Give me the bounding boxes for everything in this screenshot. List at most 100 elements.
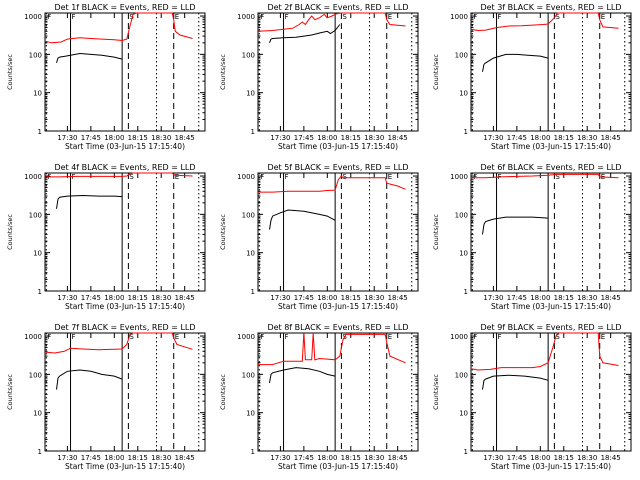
panel-title: Det 7f BLACK = Events, RED = LLD — [54, 323, 195, 332]
x-tick-label: 18:15 — [554, 134, 574, 142]
y-tick-label: 100 — [242, 51, 255, 59]
x-tick-label: 18:15 — [128, 134, 148, 142]
x-tick-label: 18:30 — [364, 454, 384, 462]
y-tick-label: 100 — [242, 211, 255, 219]
x-tick-label: 18:30 — [577, 454, 597, 462]
y-tick-label: 100 — [29, 371, 42, 379]
x-tick-label: 18:30 — [151, 294, 171, 302]
plot-frame — [257, 332, 419, 452]
x-tick-label: 18:00 — [104, 454, 124, 462]
panel-title: Det 9f BLACK = Events, RED = LLD — [480, 323, 621, 332]
x-axis-label: Start Time (03-Jun-15 17:15:40) — [65, 462, 185, 471]
y-axis-label: Counts/sec — [432, 214, 440, 250]
x-tick-label: 18:45 — [175, 294, 195, 302]
y-tick-label: 100 — [29, 211, 42, 219]
marker-label: F — [72, 333, 76, 341]
y-tick-label: 1000 — [237, 173, 255, 181]
marker-label: F — [498, 333, 502, 341]
detector-panel: Det 3f BLACK = Events, RED = LLD 1 10 100 10… — [432, 3, 632, 151]
plot-frame — [470, 12, 632, 132]
x-tick-label: 17:30 — [57, 134, 77, 142]
events-series-line — [482, 53, 549, 72]
detector-panel: Det 4f BLACK = Events, RED = LLD 1 10 100 10… — [6, 163, 206, 311]
y-tick-label: 1 — [251, 128, 255, 136]
x-tick-label: 17:30 — [483, 454, 503, 462]
x-tick-label: 18:30 — [364, 134, 384, 142]
events-series-line — [482, 216, 549, 235]
y-tick-label: 1 — [464, 288, 468, 296]
x-axis-label: Start Time (03-Jun-15 17:15:40) — [278, 302, 398, 311]
x-tick-label: 17:45 — [507, 294, 527, 302]
y-tick-label: 10 — [33, 410, 42, 418]
marker-label: F — [285, 13, 289, 21]
x-tick-label: 17:30 — [270, 454, 290, 462]
panel-title: Det 1f BLACK = Events, RED = LLD — [54, 3, 195, 12]
x-tick-label: 17:45 — [81, 454, 101, 462]
plot-frame — [257, 12, 419, 132]
marker-label: S — [555, 13, 560, 21]
x-axis-label: Start Time (03-Jun-15 17:15:40) — [491, 462, 611, 471]
x-tick-label: 18:00 — [530, 134, 550, 142]
marker-label: S — [129, 173, 134, 181]
x-tick-label: 18:45 — [388, 134, 408, 142]
lld-series-line — [471, 173, 619, 179]
marker-label: S — [129, 333, 134, 341]
x-tick-label: 18:45 — [601, 454, 621, 462]
plot-frame — [470, 332, 632, 452]
y-tick-label: 1000 — [450, 13, 468, 21]
marker-label: E — [601, 13, 605, 21]
marker-label: E — [601, 333, 605, 341]
y-tick-label: 1 — [464, 448, 468, 456]
lld-series-line — [44, 332, 193, 354]
detector-panel: Det 1f BLACK = Events, RED = LLD 1 10 100 10… — [6, 3, 206, 151]
y-tick-label: 100 — [455, 51, 468, 59]
y-tick-label: 100 — [29, 51, 42, 59]
x-axis-label: Start Time (03-Jun-15 17:15:40) — [491, 302, 611, 311]
x-tick-label: 17:45 — [294, 294, 314, 302]
y-axis-label: Counts/sec — [6, 214, 14, 250]
panel-title: Det 5f BLACK = Events, RED = LLD — [267, 163, 408, 172]
panel-title: Det 8f BLACK = Events, RED = LLD — [267, 323, 408, 332]
detector-panel: Det 6f BLACK = Events, RED = LLD 1 10 100 10… — [432, 163, 632, 311]
detector-panel: Det 7f BLACK = Events, RED = LLD 1 10 100 10… — [6, 323, 206, 471]
marker-label: F — [260, 333, 264, 341]
y-tick-label: 1 — [38, 288, 42, 296]
events-series-line — [56, 52, 123, 64]
y-tick-label: 10 — [459, 250, 468, 258]
marker-label: S — [555, 173, 560, 181]
marker-label: F — [285, 333, 289, 341]
y-tick-label: 100 — [455, 211, 468, 219]
y-tick-label: 1 — [38, 448, 42, 456]
x-tick-label: 17:30 — [57, 454, 77, 462]
marker-label: E — [175, 173, 179, 181]
marker-label: F — [72, 173, 76, 181]
marker-label: E — [175, 13, 179, 21]
x-tick-label: 18:45 — [388, 454, 408, 462]
lld-series-line — [470, 12, 619, 32]
y-tick-label: 10 — [246, 410, 255, 418]
x-tick-label: 17:30 — [483, 294, 503, 302]
x-tick-label: 18:00 — [317, 134, 337, 142]
y-axis-label: Counts/sec — [6, 374, 14, 410]
events-series-line — [269, 367, 336, 383]
marker-label: S — [555, 333, 560, 341]
x-tick-label: 18:45 — [175, 134, 195, 142]
x-tick-label: 18:15 — [554, 294, 574, 302]
x-tick-label: 18:15 — [128, 294, 148, 302]
events-series-line — [482, 374, 549, 390]
events-series-line — [269, 24, 341, 43]
marker-label: E — [388, 333, 392, 341]
x-tick-label: 18:45 — [601, 134, 621, 142]
x-tick-label: 17:45 — [294, 454, 314, 462]
marker-label: F — [260, 13, 264, 21]
y-tick-label: 100 — [455, 371, 468, 379]
plot-frame — [257, 172, 419, 292]
marker-label: F — [72, 13, 76, 21]
y-tick-label: 1 — [251, 448, 255, 456]
plot-frame — [470, 172, 632, 292]
y-tick-label: 1000 — [24, 333, 42, 341]
x-axis-label: Start Time (03-Jun-15 17:15:40) — [278, 462, 398, 471]
lld-series-line — [470, 332, 619, 371]
marker-label: F — [47, 13, 51, 21]
